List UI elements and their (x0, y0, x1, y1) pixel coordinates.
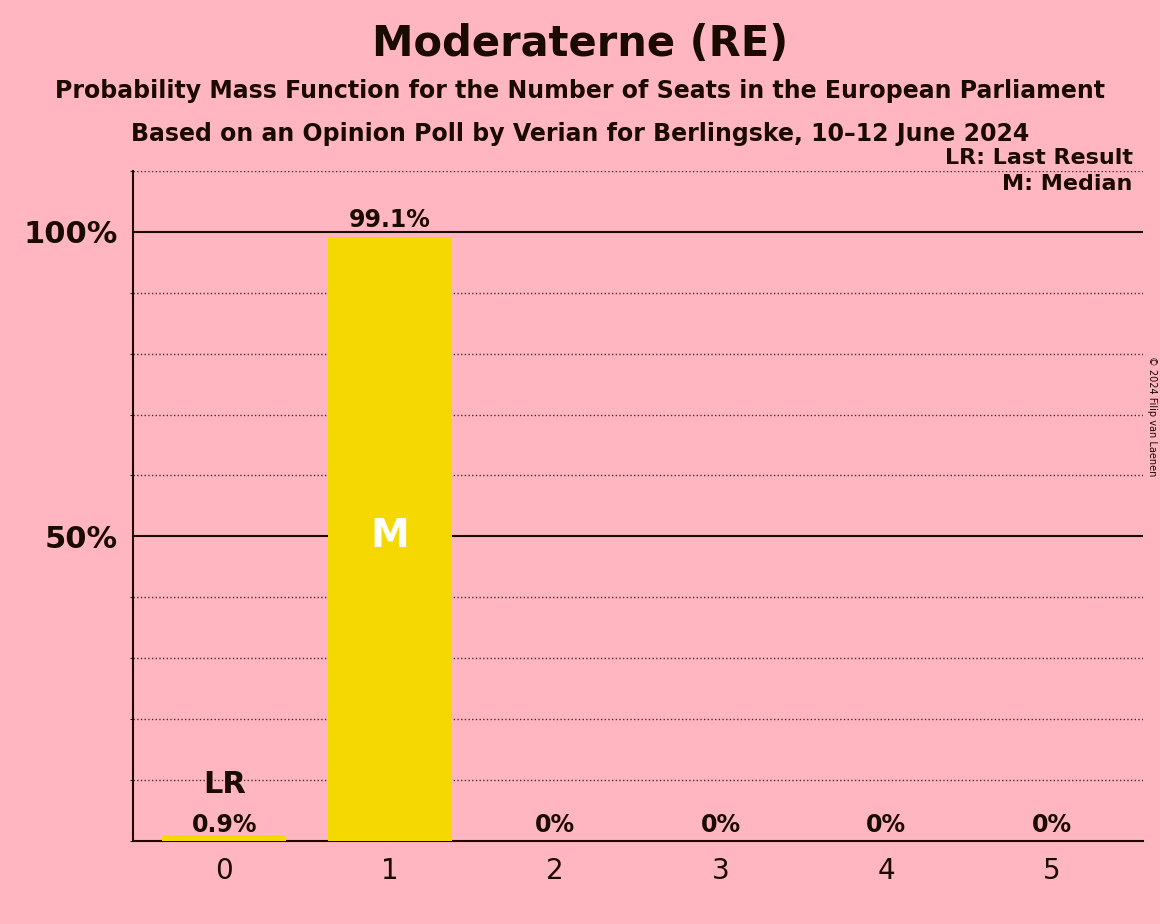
Text: M: Median: M: Median (1002, 175, 1132, 194)
Bar (328, 237, 452, 841)
Bar (162, 835, 287, 841)
Text: 0%: 0% (1031, 813, 1072, 837)
Text: 0.9%: 0.9% (191, 813, 258, 837)
Text: LR: Last Result: LR: Last Result (944, 148, 1132, 167)
Text: © 2024 Filip van Laenen: © 2024 Filip van Laenen (1147, 356, 1157, 476)
Text: 0%: 0% (535, 813, 575, 837)
Text: Moderaterne (RE): Moderaterne (RE) (372, 23, 788, 65)
Text: Probability Mass Function for the Number of Seats in the European Parliament: Probability Mass Function for the Number… (55, 79, 1105, 103)
Text: LR: LR (203, 771, 246, 799)
Text: 99.1%: 99.1% (349, 209, 430, 233)
Text: Based on an Opinion Poll by Verian for Berlingske, 10–12 June 2024: Based on an Opinion Poll by Verian for B… (131, 122, 1029, 146)
Text: 0%: 0% (701, 813, 741, 837)
Text: 0%: 0% (867, 813, 906, 837)
Text: M: M (370, 517, 409, 555)
